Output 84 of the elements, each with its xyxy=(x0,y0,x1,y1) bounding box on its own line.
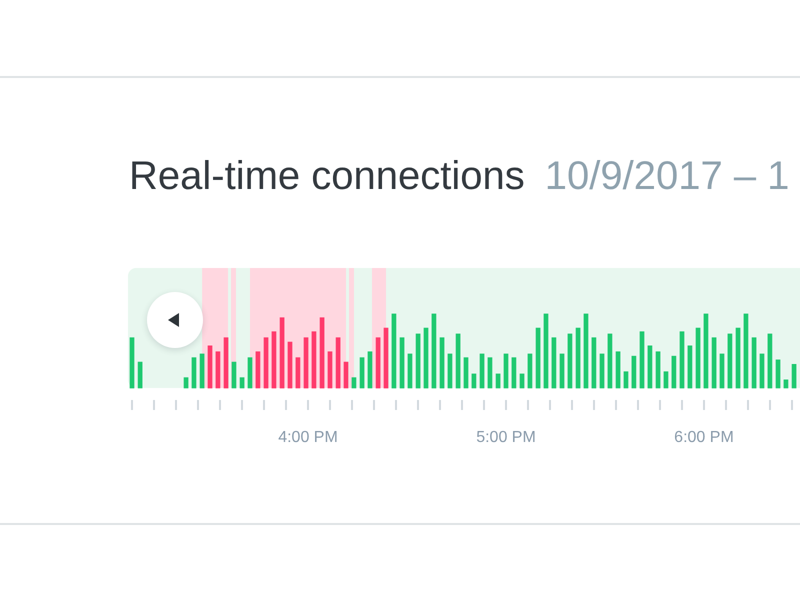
bar xyxy=(456,334,460,388)
bar xyxy=(216,351,220,388)
bar xyxy=(592,337,596,388)
bar xyxy=(496,374,500,388)
bar xyxy=(130,337,134,388)
bar xyxy=(376,337,380,388)
bar xyxy=(280,317,284,388)
bar xyxy=(672,356,676,388)
bar xyxy=(560,354,564,388)
x-tick-label: 6:00 PM xyxy=(674,429,734,446)
bar xyxy=(792,364,796,388)
bar xyxy=(576,328,580,388)
bar xyxy=(344,362,348,388)
bar xyxy=(544,314,548,388)
bar xyxy=(664,371,668,388)
bar xyxy=(688,345,692,388)
bar xyxy=(328,351,332,388)
bar xyxy=(528,354,532,388)
bar xyxy=(584,314,588,388)
bar xyxy=(184,377,188,388)
bar xyxy=(712,337,716,388)
bar xyxy=(744,314,748,388)
bar xyxy=(640,331,644,388)
bar xyxy=(696,328,700,388)
bar xyxy=(240,377,244,388)
bar xyxy=(448,354,452,388)
bar xyxy=(424,328,428,388)
bar xyxy=(296,357,300,388)
bar xyxy=(400,337,404,388)
bar xyxy=(608,334,612,388)
bar xyxy=(632,356,636,388)
bar xyxy=(488,357,492,388)
bar xyxy=(648,345,652,388)
bar xyxy=(736,328,740,388)
bar xyxy=(656,351,660,388)
bar xyxy=(768,334,772,388)
bar xyxy=(304,337,308,388)
bar xyxy=(192,357,196,388)
bar xyxy=(440,337,444,388)
bar xyxy=(384,328,388,388)
bar xyxy=(208,345,212,388)
bar xyxy=(472,374,476,388)
bar xyxy=(536,328,540,388)
x-tick-label: 5:00 PM xyxy=(476,429,536,446)
bar xyxy=(752,337,756,388)
bar xyxy=(520,374,524,388)
bar xyxy=(600,354,604,388)
chart-subtitle: 10/9/2017 – 1 xyxy=(544,154,790,198)
chart-title: Real-time connections xyxy=(129,154,525,198)
bar xyxy=(504,354,508,388)
bar xyxy=(552,337,556,388)
bar xyxy=(264,337,268,388)
bar xyxy=(408,354,412,388)
x-tick-label: 4:00 PM xyxy=(278,429,338,446)
bar xyxy=(320,317,324,388)
bar xyxy=(256,351,260,388)
bar xyxy=(200,354,204,388)
bar xyxy=(288,342,292,388)
bar xyxy=(680,331,684,388)
bar xyxy=(728,334,732,388)
bar xyxy=(224,337,228,388)
bar xyxy=(352,377,356,388)
bar xyxy=(392,314,396,388)
bar xyxy=(138,362,142,388)
bar xyxy=(720,354,724,388)
bar xyxy=(272,331,276,388)
bar xyxy=(232,362,236,388)
bar xyxy=(784,380,788,388)
bar xyxy=(416,334,420,388)
bar xyxy=(568,334,572,388)
bar xyxy=(464,357,468,388)
bar xyxy=(512,357,516,388)
bar xyxy=(776,360,780,388)
bar xyxy=(312,331,316,388)
bar xyxy=(616,351,620,388)
bar xyxy=(368,351,372,388)
bar xyxy=(336,337,340,388)
bar xyxy=(704,314,708,388)
bar xyxy=(760,354,764,388)
bar xyxy=(480,354,484,388)
bar xyxy=(432,314,436,388)
bar xyxy=(248,357,252,388)
bar xyxy=(360,357,364,388)
bar xyxy=(624,371,628,388)
